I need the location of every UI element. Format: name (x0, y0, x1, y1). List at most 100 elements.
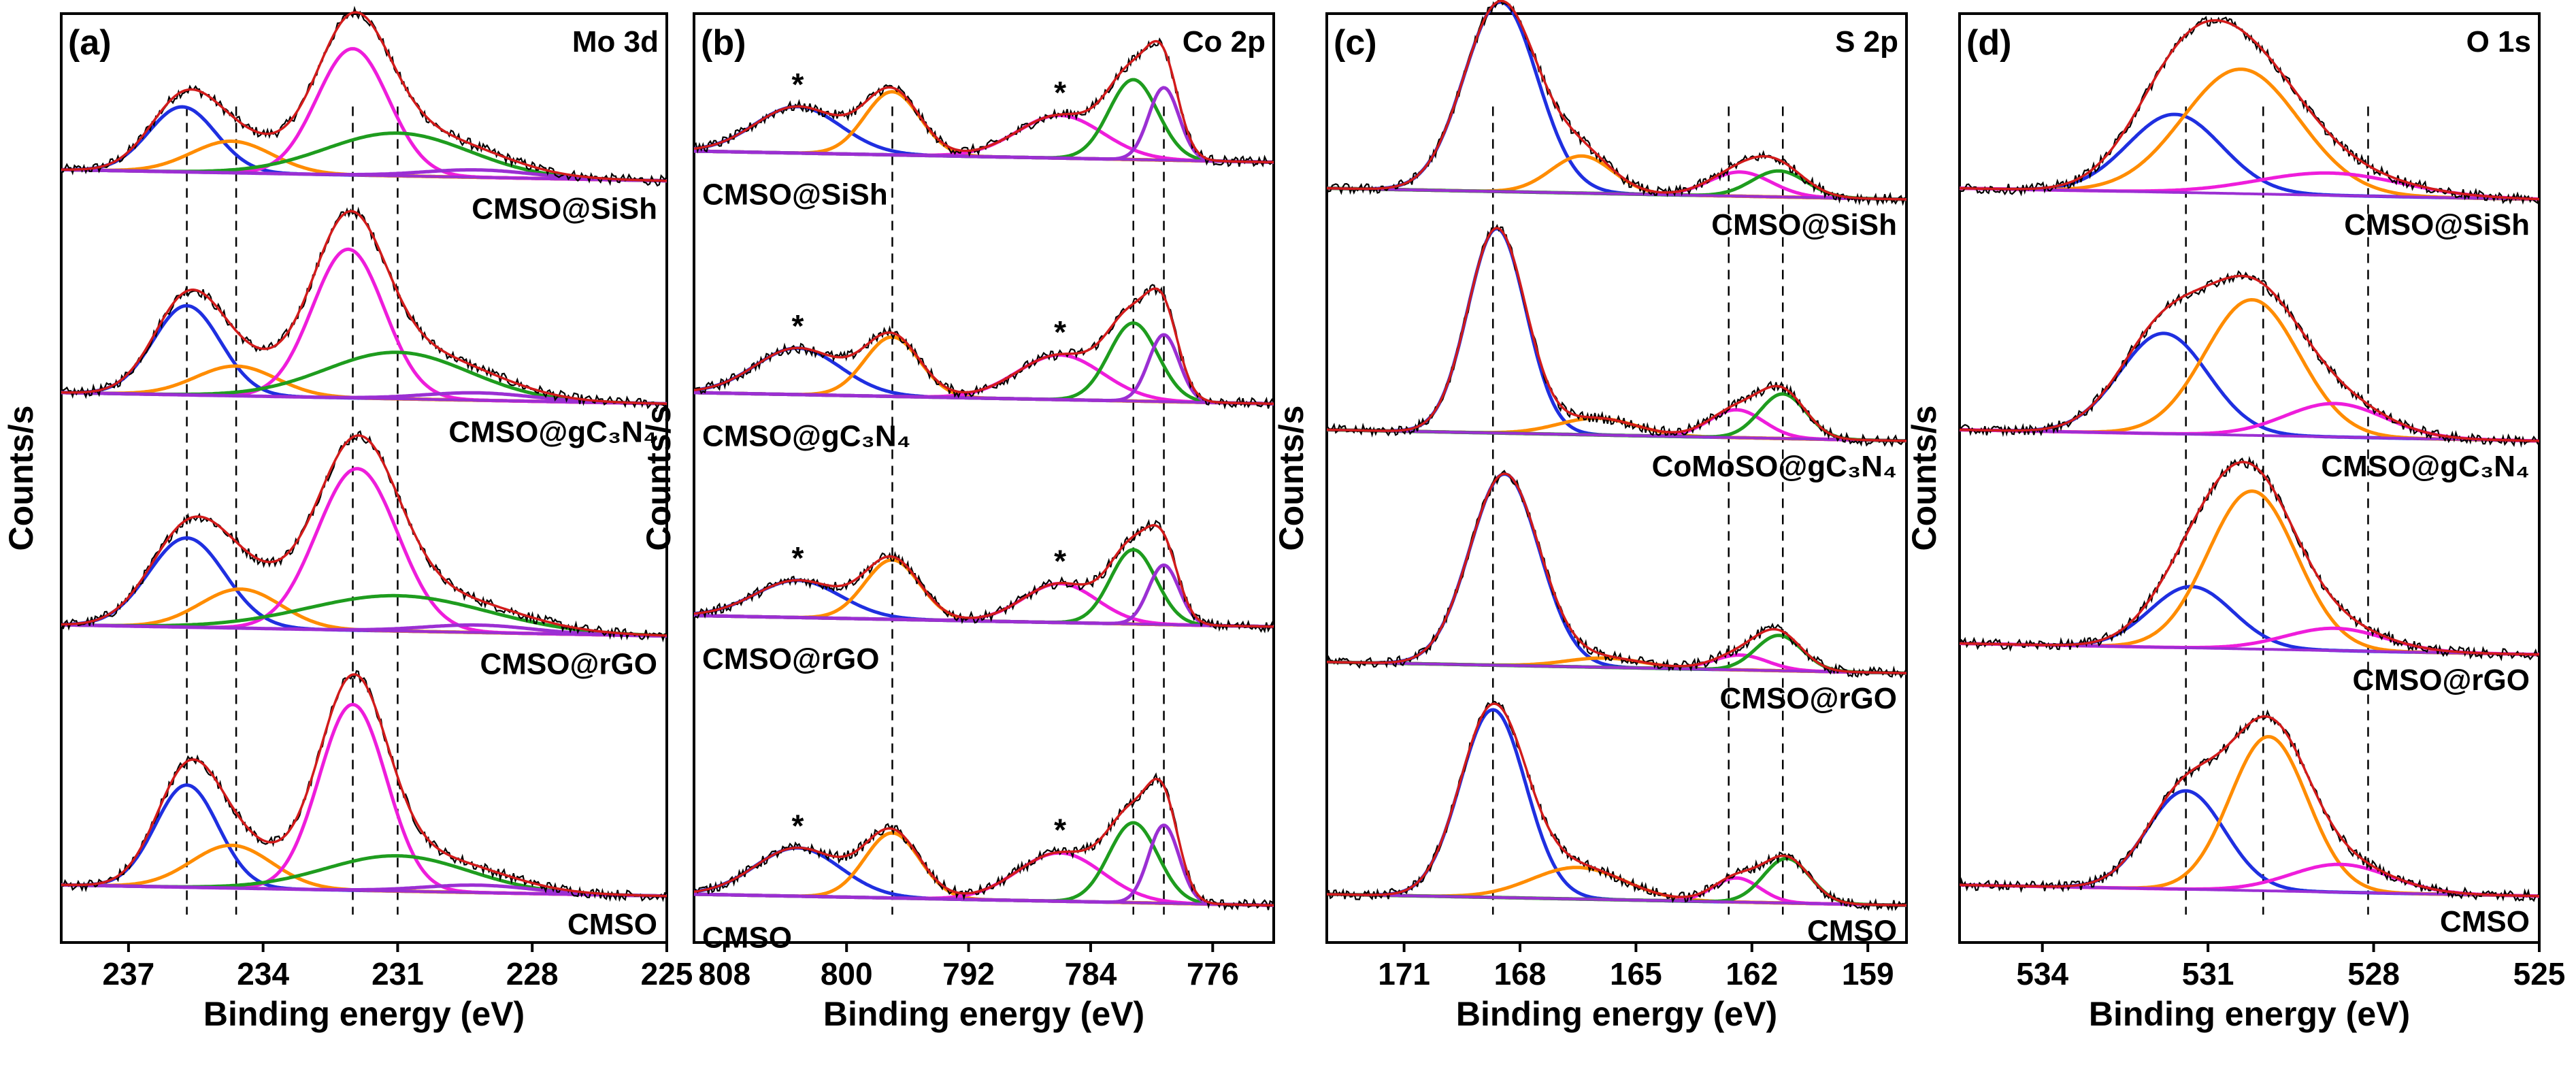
satellite-marker: * (1054, 813, 1066, 848)
background-baseline (693, 614, 1274, 628)
x-axis-label: Binding energy (eV) (823, 995, 1144, 1033)
raw-data-line (60, 430, 667, 643)
raw-data-line (61, 206, 667, 410)
raw-data-line (693, 519, 1275, 634)
raw-data-line (1959, 455, 2540, 661)
background-baseline (61, 168, 667, 182)
x-axis-label: Binding energy (eV) (2089, 995, 2410, 1033)
fit-envelope-line (1327, 472, 1906, 674)
x-tick-label: 784 (1065, 956, 1117, 992)
fit-component-peak (61, 467, 667, 638)
x-tick-label: 225 (641, 956, 693, 992)
series-cmso: CMSO (1325, 700, 1907, 947)
series-cmso-gc-n-: CMSO@gC₃N₄ (1959, 269, 2541, 483)
fit-component-peak (61, 702, 667, 898)
fit-component-peak (693, 321, 1274, 406)
fit-envelope-line (1959, 274, 2540, 442)
series-cmso-sish: * * CMSO@SiSh (693, 37, 1274, 211)
sample-label: CoMoSO@gC₃N₄ (1652, 450, 1897, 483)
panel-letter: (d) (1966, 23, 2011, 63)
sample-label: CMSO@SiSh (2344, 208, 2530, 242)
series-cmso-gc-n-: CMSO@gC₃N₄ (61, 206, 667, 448)
background-baseline (1327, 660, 1907, 675)
satellite-marker: * (792, 308, 804, 344)
sample-label: CMSO@gC₃N₄ (448, 415, 657, 448)
y-axis-label: Counts/s (1905, 406, 1943, 551)
x-tick-label: 237 (103, 956, 155, 992)
sample-label: CMSO (2440, 905, 2530, 938)
x-tick-label: 159 (1842, 956, 1894, 992)
background-baseline (61, 391, 667, 406)
background-baseline (61, 883, 667, 898)
satellite-marker: * (1054, 75, 1066, 110)
sample-label: CMSO (1807, 914, 1897, 947)
fit-envelope-line (693, 524, 1274, 628)
fit-component-peak (693, 86, 1274, 164)
series-comoso-gc-n-: CoMoSO@gC₃N₄ (1326, 223, 1907, 483)
plot-frame (1325, 12, 1908, 944)
x-axis-label: Binding energy (eV) (203, 995, 525, 1033)
raw-data-line (1959, 16, 2541, 205)
fit-component-peak (1326, 227, 1907, 443)
raw-data-line (1325, 700, 1907, 912)
fit-component-peak (1959, 67, 2540, 201)
sample-label: CMSO@gC₃N₄ (702, 419, 911, 453)
plot-frame (60, 12, 668, 944)
panel-a: CMSO@SiSh CMSO@gC₃N₄ CMSO@rGO CMSO (a) Mo 3d 2… (2, 5, 693, 1033)
background-baseline (1326, 428, 1907, 442)
fit-component-peak (1959, 331, 2540, 443)
x-tick-label: 800 (821, 956, 873, 992)
series-cmso-rgo: CMSO@rGO (1325, 470, 1908, 715)
y-axis-label: Counts/s (640, 406, 678, 551)
satellite-marker: * (792, 67, 804, 102)
x-tick-label: 228 (506, 956, 559, 992)
fit-envelope-line (61, 11, 667, 182)
fit-component-peak (1327, 472, 1907, 675)
fit-envelope-line (61, 673, 667, 898)
panel-c: CMSO@SiSh CoMoSO@gC₃N₄ CMSO@rGO CMSO (c) S 2p… (1272, 0, 1908, 1033)
panel-b: * * CMSO@SiSh * * CMSO@gC₃N₄ * * CMSO@rGO * * CMSO (… (640, 12, 1275, 1033)
series-cmso-sish: CMSO@SiSh (1326, 0, 1907, 242)
sample-label: CMSO@SiSh (1711, 208, 1897, 242)
raw-data-line (61, 670, 668, 902)
background-baseline (693, 391, 1274, 406)
series-cmso-rgo: * * CMSO@rGO (693, 519, 1275, 676)
fit-component-peak (1326, 392, 1907, 443)
x-tick-label: 525 (2513, 956, 2566, 992)
series-cmso: CMSO (1958, 709, 2540, 938)
panel-title: S 2p (1835, 25, 1898, 59)
x-tick-label: 171 (1378, 956, 1430, 992)
fit-envelope-line (693, 39, 1274, 164)
y-axis-label: Counts/s (1272, 406, 1310, 551)
fit-component-peak (61, 247, 667, 406)
sample-label: CMSO@SiSh (702, 178, 888, 211)
x-axis-label: Binding energy (eV) (1456, 995, 1777, 1033)
fit-envelope-line (61, 434, 667, 637)
x-tick-label: 792 (942, 956, 995, 992)
background-baseline (1326, 186, 1907, 201)
series-cmso-gc-n-: * * CMSO@gC₃N₄ (693, 284, 1274, 453)
x-tick-label: 534 (2016, 956, 2068, 992)
fit-envelope-line (1326, 227, 1907, 442)
x-tick-label: 528 (2347, 956, 2400, 992)
fit-component-peak (1960, 489, 2539, 657)
fit-envelope-line (1326, 702, 1907, 907)
panel-title: Co 2p (1183, 25, 1266, 59)
background-baseline (61, 623, 667, 638)
sample-label: CMSO (567, 908, 657, 941)
fit-envelope-line (1960, 461, 2539, 656)
series-cmso: * * CMSO (693, 772, 1274, 954)
sample-label: CMSO@rGO (1720, 682, 1897, 715)
sample-label: CMSO@SiSh (472, 193, 657, 226)
raw-data-line (1325, 470, 1908, 679)
fit-component-peak (61, 304, 667, 406)
panel-letter: (b) (701, 23, 746, 63)
panel-title: Mo 3d (572, 25, 659, 59)
x-tick-label: 231 (371, 956, 424, 992)
plot-frame (693, 12, 1275, 944)
background-baseline (693, 150, 1274, 164)
series-cmso-rgo: CMSO@rGO (1959, 455, 2540, 697)
satellite-marker: * (792, 808, 804, 843)
